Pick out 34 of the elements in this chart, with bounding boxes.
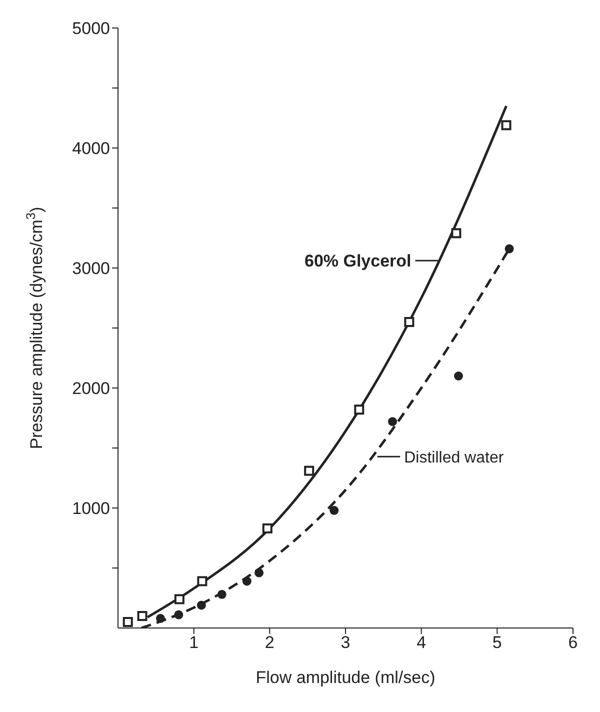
x-tick-label: 4: [416, 633, 426, 652]
point: [454, 372, 463, 380]
x-axis-title: Flow amplitude (ml/sec): [256, 668, 436, 687]
point: [354, 404, 364, 415]
y-tick-label: 1000: [72, 499, 110, 518]
point: [451, 228, 462, 238]
point: [404, 317, 414, 327]
annotation: Distilled water: [404, 450, 504, 467]
point: [262, 523, 272, 534]
x-tick-label: 6: [568, 633, 578, 652]
point: [304, 466, 314, 476]
point: [217, 590, 226, 599]
x-tick-label: 1: [189, 633, 199, 652]
point: [254, 568, 264, 578]
annotation: 60% Glycerol: [304, 252, 412, 271]
x-tick-label: 3: [340, 633, 350, 652]
x-tick-label: 5: [492, 633, 502, 652]
point: [174, 610, 184, 620]
point: [196, 600, 206, 610]
point: [388, 417, 398, 426]
point: [242, 576, 252, 586]
y-tick-label: 2000: [72, 379, 110, 398]
y-tick-label: 3000: [72, 259, 110, 278]
x-tick-label: 2: [264, 633, 274, 652]
point: [501, 120, 512, 130]
point: [197, 576, 208, 586]
point: [174, 594, 184, 604]
point: [504, 244, 514, 254]
point: [122, 617, 133, 627]
y-tick-label: 4000: [72, 139, 110, 158]
y-tick-label: 5000: [72, 19, 110, 38]
point: [156, 614, 165, 623]
point: [330, 506, 339, 515]
point: [137, 611, 148, 621]
